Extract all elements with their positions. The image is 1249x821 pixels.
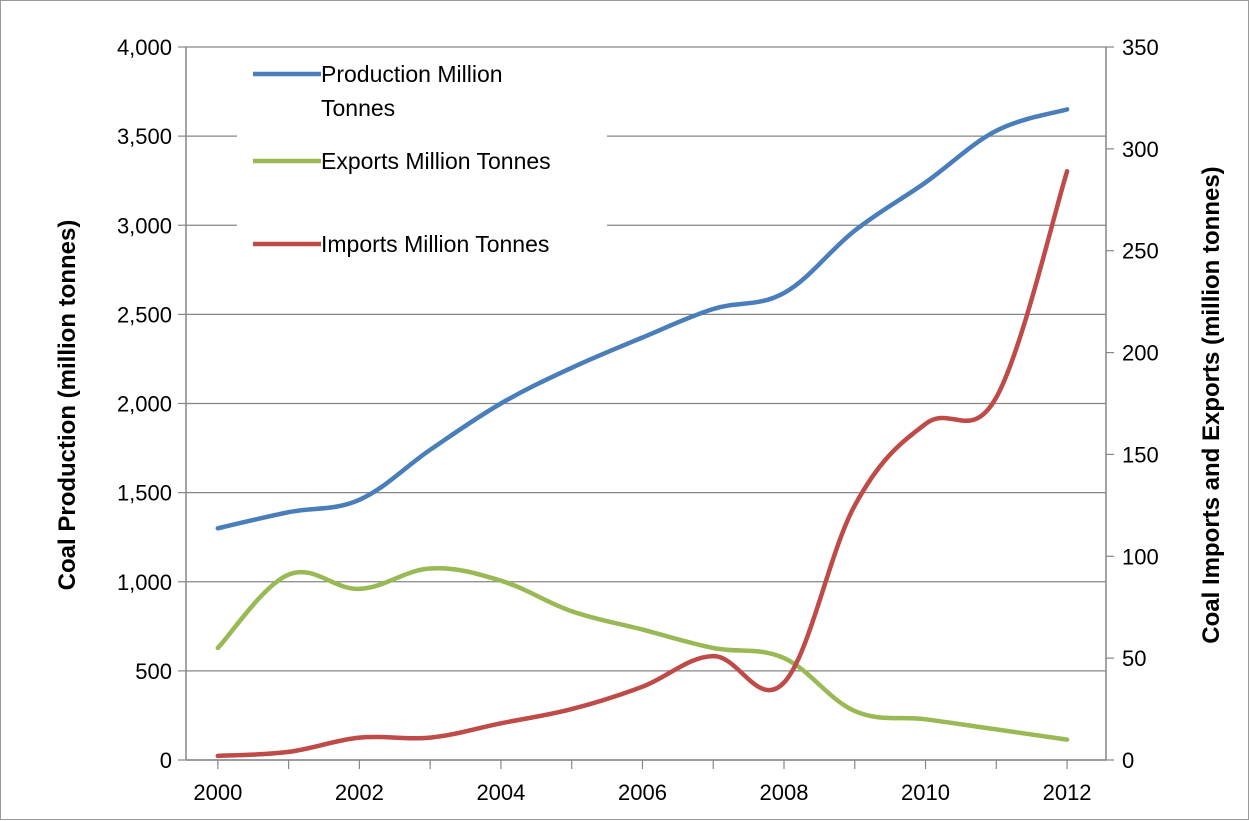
y-axis-left-title: Coal Production (million tonnes)	[54, 220, 81, 591]
y-axis-right-title: Coal Imports and Exports (million tonnes…	[1198, 166, 1225, 643]
x-tick-label: 2004	[476, 780, 525, 805]
x-tick-label: 2000	[193, 780, 242, 805]
y-right-tick-label: 150	[1122, 442, 1159, 467]
y-left-tick-label: 2,500	[117, 302, 172, 327]
x-tick-label: 2012	[1043, 780, 1092, 805]
x-tick-label: 2002	[335, 780, 384, 805]
legend-label-2: Imports Million Tonnes	[321, 231, 549, 257]
y-left-tick-label: 0	[160, 748, 172, 773]
x-tick-label: 2008	[760, 780, 809, 805]
y-left-tick-label: 1,500	[117, 481, 172, 506]
y-right-tick-label: 50	[1122, 646, 1146, 671]
y-right-tick-label: 300	[1122, 137, 1159, 162]
y-left-tick-label: 4,000	[117, 35, 172, 60]
y-left-tick-label: 3,500	[117, 124, 172, 149]
y-left-tick-label: 1,000	[117, 570, 172, 595]
series-line-1	[218, 568, 1067, 739]
y-left-tick-label: 500	[135, 659, 172, 684]
y-right-tick-label: 350	[1122, 35, 1159, 60]
x-tick-label: 2006	[618, 780, 667, 805]
x-tick-label: 2010	[901, 780, 950, 805]
y-left-tick-label: 2,000	[117, 392, 172, 417]
y-right-tick-label: 250	[1122, 239, 1159, 264]
y-right-tick-label: 0	[1122, 748, 1134, 773]
y-right-tick-label: 200	[1122, 341, 1159, 366]
y-right-tick-label: 100	[1122, 544, 1159, 569]
y-left-tick-label: 3,000	[117, 213, 172, 238]
legend-label-1: Exports Million Tonnes	[321, 148, 551, 174]
